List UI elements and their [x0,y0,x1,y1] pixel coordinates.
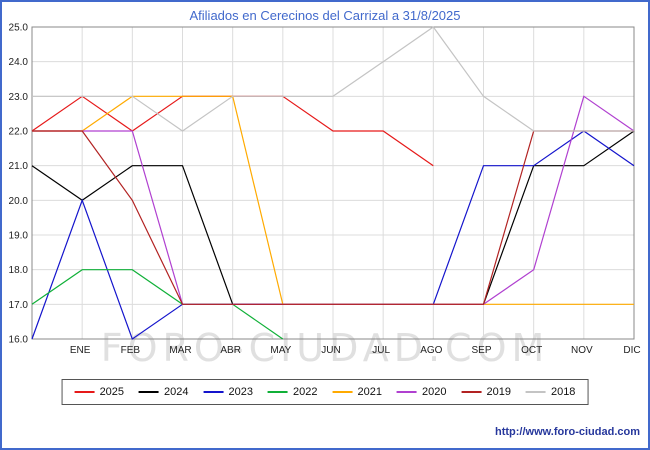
legend-item-2020: 2020 [396,386,447,398]
svg-text:JUL: JUL [372,345,390,356]
line-plot: 16.0 17.0 18.0 19.0 20.0 21.0 22.0 23.0 24.0 25.0… [9,23,641,357]
svg-text:NOV: NOV [571,345,593,356]
legend-label: 2019 [486,386,511,398]
page-title: Afiliados en Cerecinos del Carrizal a 31… [189,8,461,23]
plot-border [31,26,635,340]
svg-text:AGO: AGO [420,345,442,356]
svg-text:22.0: 22.0 [9,127,29,138]
watermark: FORO-CIUDAD.COM [100,326,550,370]
svg-text:MAR: MAR [169,345,191,356]
svg-text:MAY: MAY [270,345,291,356]
legend-color-line [525,391,546,393]
legend-label: 2023 [228,386,254,398]
legend: 2025 2024 2023 2022 2021 2020 2019 2018 [61,379,589,405]
svg-text:16.0: 16.0 [9,335,29,346]
legend-color-line [139,391,160,393]
svg-text:OCT: OCT [521,345,542,356]
legend-item-2019: 2019 [461,386,511,398]
legend-color-line [74,391,95,393]
legend-item-2022: 2022 [268,386,318,398]
legend-label: 2024 [164,386,189,398]
svg-text:24.0: 24.0 [9,57,29,68]
series-2018 [32,26,634,132]
x-axis-labels: ENE FEB MAR ABR MAY JUN JUL AGO SEP OCT NOV DIC [70,345,641,356]
footer-url-link[interactable]: http://www.foro-ciudad.com [494,426,640,438]
y-axis-labels: 16.0 17.0 18.0 19.0 20.0 21.0 22.0 23.0 24.0 25.0 [9,23,29,346]
legend-item-2021: 2021 [332,386,382,398]
series-2022 [31,269,284,340]
svg-text:ABR: ABR [220,345,241,356]
legend-color-line [332,391,353,393]
legend-label: 2025 [99,386,125,398]
svg-text:17.0: 17.0 [9,300,29,311]
svg-text:19.0: 19.0 [9,231,29,242]
svg-text:23.0: 23.0 [9,92,29,103]
legend-color-line [396,391,417,393]
svg-text:20.0: 20.0 [9,196,29,207]
legend-item-2024: 2024 [139,386,189,398]
legend-color-line [461,391,482,393]
svg-text:ENE: ENE [70,345,91,356]
legend-color-line [268,391,289,393]
svg-text:FEB: FEB [121,345,141,356]
svg-text:DIC: DIC [623,345,640,356]
svg-text:18.0: 18.0 [9,265,29,276]
svg-text:25.0: 25.0 [9,23,29,34]
svg-text:21.0: 21.0 [9,161,29,172]
legend-item-2018: 2018 [525,386,576,398]
gridlines [31,26,635,340]
legend-label: 2021 [357,386,382,398]
legend-item-2023: 2023 [203,386,254,398]
legend-label: 2018 [550,386,576,398]
legend-label: 2022 [293,386,318,398]
legend-item-2025: 2025 [74,386,125,398]
svg-text:JUN: JUN [321,345,340,356]
legend-label: 2020 [421,386,447,398]
svg-text:SEP: SEP [471,345,491,356]
legend-color-line [203,391,224,393]
